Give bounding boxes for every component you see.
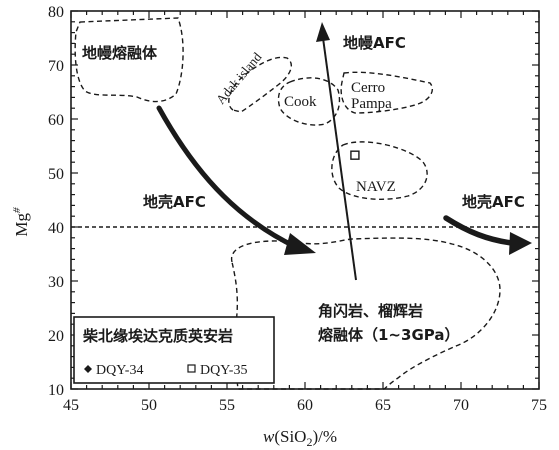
field-navz	[331, 141, 428, 200]
mantle-afc-arrow	[322, 37, 357, 281]
sample-points	[350, 150, 360, 160]
field-cerro-pampa	[340, 71, 434, 114]
y-tick-label: 40	[48, 220, 64, 237]
x-tick-labels: 45 50 55 60 65 70 75	[63, 397, 547, 414]
label-crust-afc-left: 地壳AFC	[143, 193, 206, 211]
label-cook: Cook	[284, 94, 317, 110]
legend: 柴北缘埃达克质英安岩 DQY-34 DQY-35	[73, 316, 275, 384]
x-tick-label: 70	[453, 397, 469, 414]
label-mantle-afc: 地幔AFC	[343, 34, 406, 52]
x-tick-label: 55	[219, 397, 235, 414]
sample-point-dqy-35	[350, 150, 360, 160]
legend-item-dqy34: DQY-34	[96, 363, 143, 378]
label-mantle-melt: 地幔熔融体	[82, 44, 158, 62]
legend-square-marker	[187, 364, 196, 373]
x-tick-label: 50	[141, 397, 157, 414]
crust-afc-left-arrowhead	[284, 233, 316, 255]
y-tick-label: 80	[48, 4, 64, 21]
x-axis-title: w(SiO2)/%	[263, 427, 337, 449]
legend-item-dqy35: DQY-35	[200, 363, 247, 378]
y-tick-label: 60	[48, 112, 64, 129]
label-amphibolite-line2: 熔融体（1~3GPa）	[318, 326, 459, 344]
y-tick-label: 10	[48, 382, 64, 399]
y-tick-labels: 10 20 30 40 50 60 70 80	[48, 4, 64, 399]
x-axis-ticks	[70, 11, 540, 389]
crust-afc-right-arrow	[443, 215, 515, 246]
crust-afc-right-arrowhead	[509, 232, 532, 255]
label-crust-afc-right: 地壳AFC	[462, 193, 525, 211]
label-amphibolite-line1: 角闪岩、榴辉岩	[318, 302, 423, 320]
mantle-afc-arrowhead	[316, 22, 330, 42]
legend-diamond-marker	[84, 365, 92, 373]
label-navz: NAVZ	[356, 179, 396, 195]
x-tick-label: 75	[531, 397, 547, 414]
label-adak-island: Adak island	[213, 49, 265, 107]
label-pampa: Pampa	[351, 96, 392, 112]
trend-arrows	[156, 22, 532, 281]
y-axis-title: Mg#	[11, 207, 31, 237]
legend-box	[73, 316, 275, 384]
y-tick-label: 30	[48, 274, 64, 291]
label-cerro: Cerro	[351, 80, 385, 96]
x-tick-label: 65	[375, 397, 391, 414]
field-mantle-melt	[74, 17, 184, 103]
x-tick-label: 45	[63, 397, 79, 414]
x-tick-label: 60	[297, 397, 313, 414]
y-tick-label: 20	[48, 328, 64, 345]
crust-afc-left-arrow	[156, 105, 299, 250]
field-adak-island	[228, 56, 292, 113]
y-tick-label: 50	[48, 166, 64, 183]
legend-title: 柴北缘埃达克质英安岩	[82, 327, 233, 345]
y-tick-label: 70	[48, 58, 64, 75]
